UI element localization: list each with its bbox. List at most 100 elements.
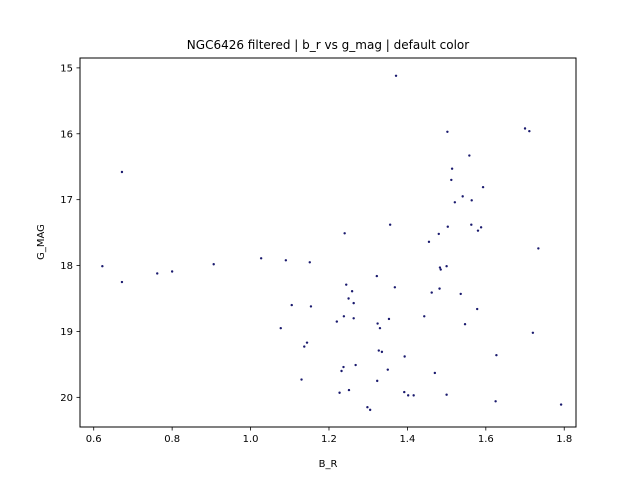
- data-point: [377, 349, 380, 352]
- data-point: [259, 257, 263, 260]
- y-tick-label: 17: [60, 195, 73, 206]
- data-point: [433, 371, 437, 375]
- data-point: [437, 232, 440, 236]
- data-point: [430, 291, 433, 294]
- data-point: [479, 226, 483, 229]
- data-point: [463, 323, 467, 326]
- data-point: [347, 297, 350, 300]
- x-tick-label: 1.6: [478, 434, 494, 445]
- x-tick-label: 0.8: [164, 434, 180, 445]
- y-tick-label: 20: [60, 393, 73, 404]
- data-point: [450, 178, 453, 182]
- data-point: [101, 265, 104, 268]
- data-point: [309, 305, 313, 308]
- x-tick-label: 1.4: [399, 434, 415, 445]
- data-point: [445, 393, 448, 396]
- x-axis-title: B_R: [319, 459, 338, 470]
- data-point: [423, 315, 426, 318]
- data-point: [475, 307, 479, 311]
- data-point: [470, 199, 473, 202]
- plot-area: [79, 57, 577, 428]
- data-point: [468, 154, 471, 157]
- axes-frame: [79, 57, 577, 428]
- data-point: [406, 394, 410, 397]
- data-point: [340, 369, 343, 373]
- x-axis: 0.6 0.8 1.0 1.2 1.4 1.6 1.8: [86, 427, 572, 445]
- y-tick-label: 16: [60, 129, 73, 140]
- y-tick-label: 19: [60, 327, 73, 338]
- data-point: [470, 223, 473, 226]
- data-point: [352, 317, 355, 320]
- data-point: [335, 320, 339, 323]
- data-point: [303, 345, 306, 348]
- y-tick-label: 18: [60, 261, 73, 272]
- data-point: [453, 201, 457, 204]
- x-tick-label: 1.2: [321, 434, 337, 445]
- data-point: [350, 290, 354, 293]
- data-point: [446, 130, 449, 133]
- data-point: [461, 195, 464, 198]
- data-point: [528, 129, 531, 133]
- data-point: [403, 390, 406, 394]
- data-point: [394, 74, 398, 77]
- data-point: [284, 259, 288, 262]
- data-point: [531, 331, 535, 334]
- x-tick-label: 0.6: [86, 434, 102, 445]
- data-point: [120, 170, 124, 174]
- data-point: [120, 280, 124, 284]
- x-tick-label: 1.8: [556, 434, 572, 445]
- data-point: [156, 272, 159, 275]
- data-point: [439, 268, 442, 271]
- data-point: [523, 127, 527, 130]
- data-point: [366, 406, 369, 409]
- data-point: [342, 315, 346, 318]
- data-point: [438, 287, 441, 290]
- data-point: [380, 350, 384, 354]
- data-point: [338, 391, 341, 394]
- data-point: [342, 365, 345, 369]
- data-point: [368, 408, 372, 412]
- data-point: [352, 301, 355, 305]
- data-point: [388, 223, 392, 226]
- data-point: [354, 363, 357, 367]
- data-point: [446, 225, 449, 228]
- data-point: [537, 247, 540, 250]
- data-point: [494, 400, 497, 403]
- data-point: [376, 379, 379, 383]
- data-point: [459, 292, 462, 296]
- data-point: [386, 368, 389, 371]
- data-markers: [101, 74, 563, 412]
- data-point: [212, 263, 215, 266]
- chart-title: NGC6426 filtered | b_r vs g_mag | defaul…: [187, 38, 469, 52]
- data-point: [305, 341, 309, 344]
- data-point: [343, 232, 346, 235]
- data-point: [347, 388, 351, 392]
- data-point: [279, 326, 282, 330]
- data-point: [450, 167, 454, 170]
- data-point: [376, 322, 379, 325]
- data-point: [290, 303, 293, 307]
- data-point: [445, 265, 448, 268]
- data-point: [378, 326, 382, 330]
- data-point: [345, 283, 348, 286]
- y-tick-label: 15: [60, 63, 73, 74]
- data-point: [403, 355, 406, 358]
- y-axis: 15 16 17 18 19 20: [60, 63, 80, 404]
- data-point: [427, 240, 431, 244]
- data-point: [495, 353, 498, 357]
- data-point: [481, 185, 485, 189]
- data-point: [393, 286, 397, 289]
- data-point: [476, 229, 480, 232]
- y-axis-title: G_MAG: [36, 224, 47, 260]
- data-point: [375, 274, 379, 278]
- data-point: [559, 403, 563, 406]
- data-point: [170, 270, 174, 273]
- data-point: [387, 317, 391, 321]
- data-point: [412, 394, 415, 397]
- x-tick-label: 1.0: [243, 434, 259, 445]
- data-point: [300, 378, 303, 381]
- data-point: [308, 261, 311, 264]
- data-point: [438, 266, 442, 269]
